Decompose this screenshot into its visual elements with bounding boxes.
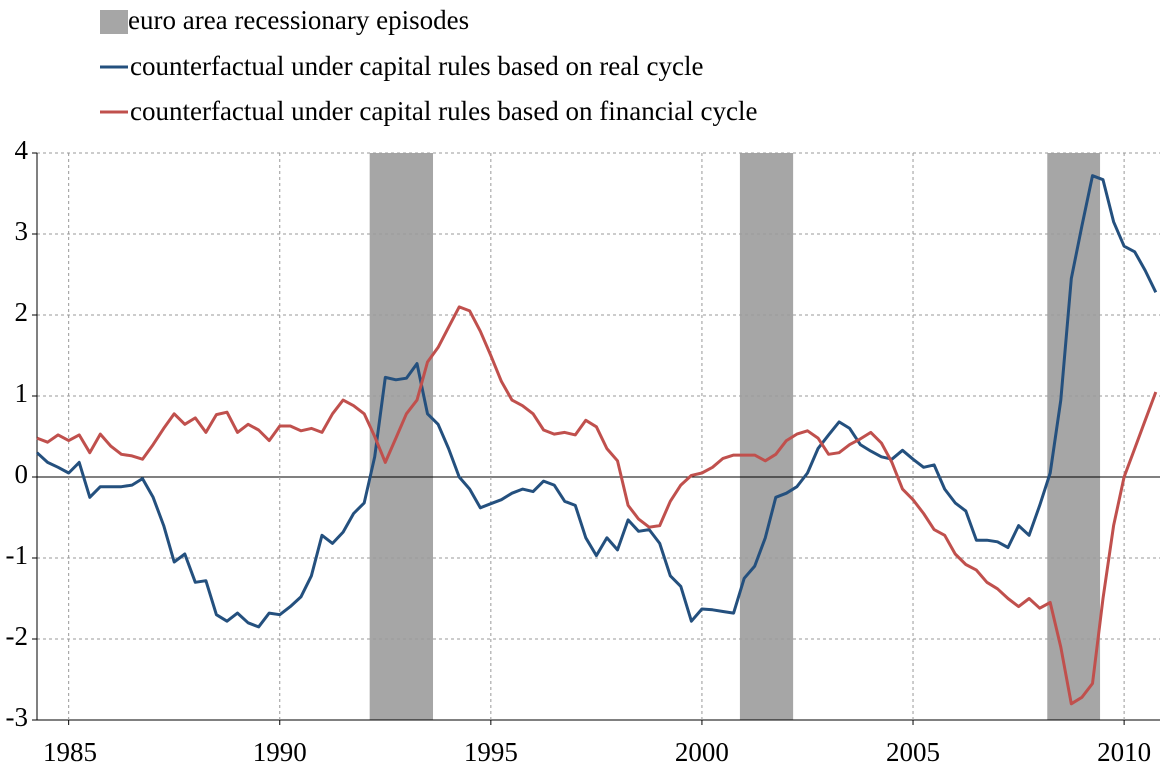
legend-label: counterfactual under capital rules based… — [130, 51, 703, 81]
legend-label: counterfactual under capital rules based… — [130, 96, 757, 126]
series-line — [36, 305, 1158, 706]
y-tick-label: 1 — [15, 378, 29, 408]
y-tick-label: -3 — [6, 702, 29, 732]
y-tick-label: 0 — [15, 459, 29, 489]
legend-label: euro area recessionary episodes — [128, 5, 469, 35]
y-tick-label: -1 — [6, 540, 29, 570]
recession-band — [739, 153, 794, 720]
y-tick-label: 4 — [15, 135, 29, 165]
x-tick-label: 2010 — [1097, 737, 1151, 767]
recession-band — [369, 153, 434, 720]
x-tick-label: 2000 — [675, 737, 729, 767]
y-tick-label: 2 — [15, 297, 29, 327]
legend-swatch — [100, 10, 128, 34]
y-tick-label: -2 — [6, 621, 29, 651]
x-tick-label: 1990 — [253, 737, 307, 767]
y-tick-label: 3 — [15, 216, 29, 246]
x-tick-label: 1995 — [464, 737, 518, 767]
series-line — [35, 174, 1158, 629]
x-tick-label: 1985 — [43, 737, 97, 767]
x-tick-label: 2005 — [886, 737, 940, 767]
